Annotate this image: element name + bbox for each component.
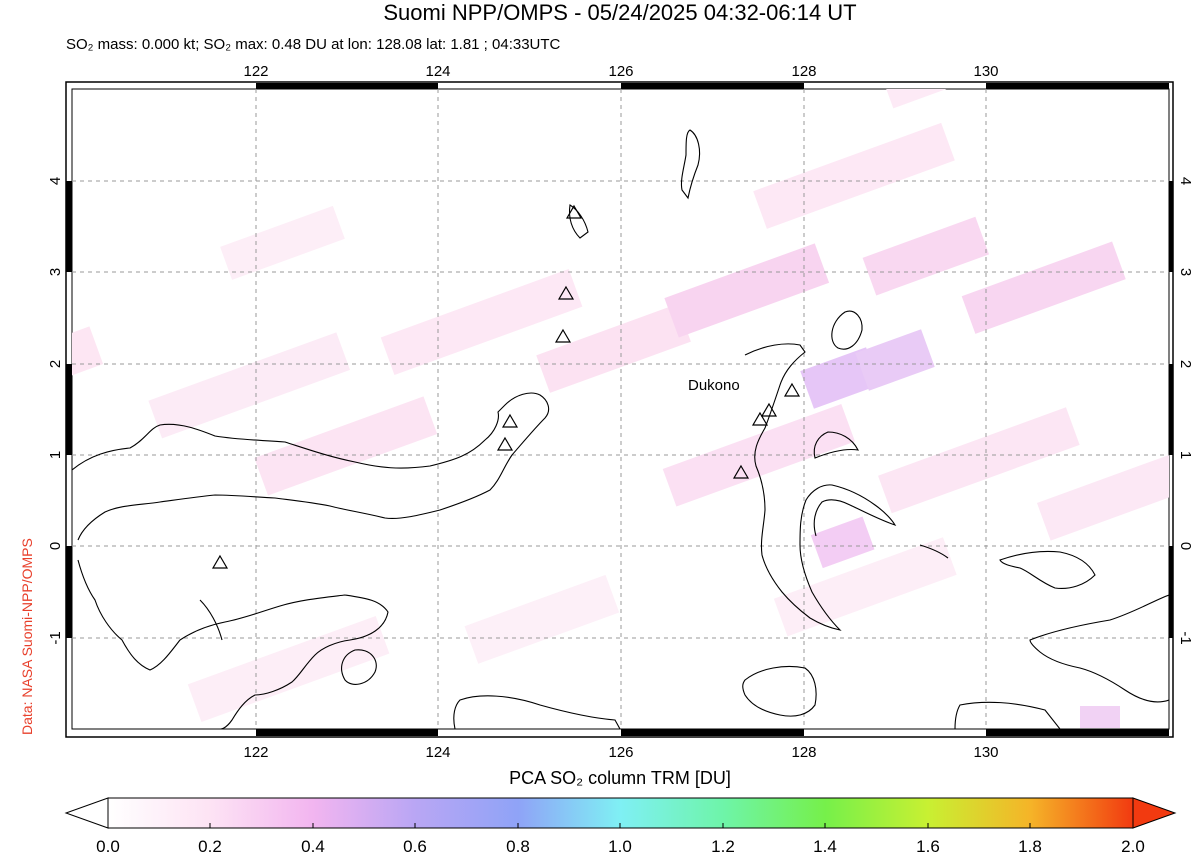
so2-summary: SO₂ mass: 0.000 kt; SO₂ max: 0.48 DU at …	[66, 36, 561, 53]
map-title: Suomi NPP/OMPS - 05/24/2025 04:32-06:14 …	[383, 0, 857, 25]
lon-tick-label: 128	[791, 744, 816, 761]
volcano-icon	[732, 464, 750, 479]
colorbar-label: 0.4	[301, 837, 325, 855]
colorbar-label: 1.4	[813, 837, 837, 855]
lat-tick-label: 0	[47, 542, 64, 550]
colorbar-label: 0.2	[198, 837, 222, 855]
graticule	[72, 89, 1169, 729]
lon-tick-label: 126	[608, 744, 633, 761]
volcano-icon	[565, 204, 583, 219]
lat-tick-label: 4	[47, 177, 64, 185]
lat-tick-label: 1	[47, 451, 64, 459]
lat-tick-label: 4	[1177, 177, 1194, 185]
lat-tick-label: 2	[47, 360, 64, 368]
volcano-icon	[501, 413, 519, 428]
colorbar: 0.0 0.2 0.4 0.6 0.8 1.0 1.2 1.4 1.6 1.8 …	[64, 797, 1177, 855]
lat-tick-label: -1	[47, 631, 64, 644]
lat-tick-label: -1	[1177, 631, 1194, 644]
volcano-icon	[554, 328, 572, 343]
volcano-icon	[783, 382, 801, 397]
lat-tick-label: 3	[47, 268, 64, 276]
volcano-icon	[751, 411, 769, 426]
colorbar-title: PCA SO₂ column TRM [DU]	[509, 768, 731, 788]
volcano-markers	[211, 204, 801, 569]
colorbar-label: 0.0	[96, 837, 120, 855]
volcano-label-dukono: Dukono	[688, 377, 740, 394]
lon-tick-label: 124	[425, 744, 450, 761]
coastlines	[72, 129, 1169, 729]
lat-ticks-left: 4 3 2 1 0 -1	[47, 177, 64, 645]
colorbar-max-arrow	[1132, 797, 1177, 829]
lat-tick-label: 1	[1177, 451, 1194, 459]
lat-tick-label: 3	[1177, 268, 1194, 276]
colorbar-label: 1.6	[916, 837, 940, 855]
lon-tick-label: 124	[425, 63, 450, 80]
lat-tick-label: 2	[1177, 360, 1194, 368]
frame-ticks	[66, 83, 1173, 736]
lat-tick-label: 0	[1177, 542, 1194, 550]
volcano-icon	[557, 285, 575, 300]
lon-tick-label: 130	[973, 744, 998, 761]
lon-tick-label: 122	[243, 744, 268, 761]
colorbar-label: 0.8	[506, 837, 530, 855]
colorbar-label: 1.0	[608, 837, 632, 855]
lon-tick-label: 126	[608, 63, 633, 80]
lon-tick-label: 122	[243, 63, 268, 80]
volcano-icon	[760, 402, 778, 417]
lon-ticks-bottom: 122 124 126 128 130	[243, 744, 998, 761]
volcano-icon	[496, 436, 514, 451]
lon-ticks-top: 122 124 126 128 130	[243, 63, 998, 80]
volcano-icon	[211, 554, 229, 569]
lat-ticks-right: 4 3 2 1 0 -1	[1177, 177, 1194, 645]
colorbar-min-arrow	[64, 797, 109, 829]
lon-tick-label: 130	[973, 63, 998, 80]
colorbar-label: 1.8	[1018, 837, 1042, 855]
lon-tick-label: 128	[791, 63, 816, 80]
colorbar-label: 0.6	[403, 837, 427, 855]
colorbar-label: 2.0	[1121, 837, 1145, 855]
colorbar-label: 1.2	[711, 837, 735, 855]
